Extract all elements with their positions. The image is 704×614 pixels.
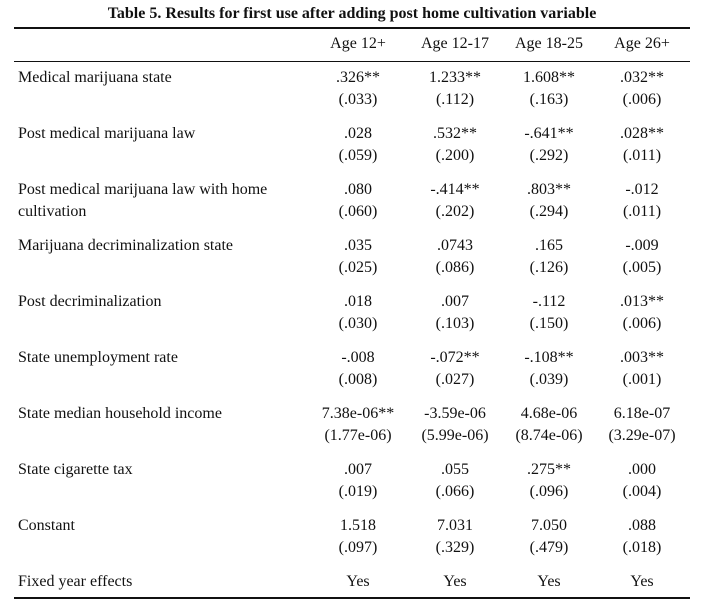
standard-error-cell: (.008): [338, 371, 378, 388]
standard-error-cell: (.066): [435, 483, 475, 500]
standard-error-cell: (.005): [622, 259, 662, 276]
standard-error-cell: (.060): [338, 203, 378, 220]
standard-error-cell: (.030): [338, 315, 378, 332]
row-label: State cigarette tax: [18, 461, 133, 478]
standard-error-cell: (.329): [435, 539, 475, 556]
standard-error-cell: (.006): [622, 315, 662, 332]
coefficient-cell: .532**: [433, 125, 477, 142]
coefficient-cell: Yes: [346, 573, 370, 590]
coefficient-cell: -.414**: [430, 181, 480, 198]
standard-error-cell: (3.29e-07): [608, 427, 676, 444]
standard-error-cell: (.200): [435, 147, 475, 164]
standard-error-cell: (.039): [529, 371, 569, 388]
row-label: Post medical marijuana law with home: [18, 181, 268, 198]
bottom-rule: [14, 597, 690, 599]
coefficient-cell: .326**: [336, 69, 380, 86]
standard-error-cell: (1.77e-06): [324, 427, 392, 444]
standard-error-cell: (.059): [338, 147, 378, 164]
column-header: Age 18-25: [515, 35, 583, 52]
standard-error-cell: (.112): [435, 91, 475, 108]
coefficient-cell: .0743: [437, 237, 473, 254]
column-header: Age 26+: [614, 35, 670, 52]
row-label: Medical marijuana state: [18, 69, 172, 86]
coefficient-cell: .803**: [527, 181, 571, 198]
coefficient-cell: .013**: [620, 293, 664, 310]
coefficient-cell: 7.050: [531, 517, 567, 534]
row-label: cultivation: [18, 203, 87, 220]
standard-error-cell: (.001): [622, 371, 662, 388]
standard-error-cell: (.096): [529, 483, 569, 500]
coefficient-cell: 1.233**: [429, 69, 481, 86]
coefficient-cell: Yes: [537, 573, 561, 590]
standard-error-cell: (.294): [529, 203, 569, 220]
standard-error-cell: (.126): [529, 259, 569, 276]
coefficient-cell: -.008: [341, 349, 375, 366]
standard-error-cell: (.004): [622, 483, 662, 500]
row-label: State median household income: [18, 405, 222, 422]
standard-error-cell: (5.99e-06): [421, 427, 489, 444]
standard-error-cell: (.025): [338, 259, 378, 276]
standard-error-cell: (.086): [435, 259, 475, 276]
coefficient-cell: .080: [344, 181, 372, 198]
coefficient-cell: .165: [535, 237, 563, 254]
row-label: Constant: [18, 517, 75, 534]
coefficient-cell: .028: [344, 125, 372, 142]
coefficient-cell: 7.031: [437, 517, 473, 534]
coefficient-cell: .003**: [620, 349, 664, 366]
row-label: State unemployment rate: [18, 349, 178, 366]
coefficient-cell: .007: [344, 461, 372, 478]
coefficient-cell: -3.59e-06: [424, 405, 486, 422]
row-label: Post decriminalization: [18, 293, 162, 310]
table-caption: Table 5. Results for first use after add…: [107, 5, 597, 22]
coefficient-cell: .028**: [620, 125, 664, 142]
row-label: Marijuana decriminalization state: [18, 237, 234, 254]
coefficient-cell: .035: [344, 237, 372, 254]
coefficient-cell: 4.68e-06: [520, 405, 578, 422]
coefficient-cell: 6.18e-07: [613, 405, 671, 422]
coefficient-cell: 7.38e-06**: [321, 405, 395, 422]
standard-error-cell: (.292): [529, 147, 569, 164]
coefficient-cell: .018: [344, 293, 372, 310]
column-header: Age 12-17: [421, 35, 489, 52]
standard-error-cell: (.018): [622, 539, 662, 556]
standard-error-cell: (8.74e-06): [515, 427, 583, 444]
standard-error-cell: (.097): [338, 539, 378, 556]
coefficient-cell: .000: [628, 461, 656, 478]
standard-error-cell: (.202): [435, 203, 475, 220]
coefficient-cell: .032**: [620, 69, 664, 86]
standard-error-cell: (.011): [622, 147, 662, 164]
coefficient-cell: Yes: [630, 573, 654, 590]
standard-error-cell: (.011): [622, 203, 662, 220]
coefficient-cell: 1.608**: [523, 69, 575, 86]
standard-error-cell: (.019): [338, 483, 378, 500]
coefficient-cell: -.112: [532, 293, 566, 310]
column-header: Age 12+: [330, 35, 386, 52]
row-label: Fixed year effects: [18, 573, 133, 590]
standard-error-cell: (.163): [529, 91, 569, 108]
coefficient-cell: 1.518: [340, 517, 376, 534]
coefficient-cell: .055: [441, 461, 469, 478]
coefficient-cell: -.072**: [430, 349, 480, 366]
coefficient-cell: -.108**: [524, 349, 574, 366]
standard-error-cell: (.033): [338, 91, 378, 108]
standard-error-cell: (.150): [529, 315, 569, 332]
top-rule: [14, 27, 690, 29]
coefficient-cell: .275**: [527, 461, 571, 478]
header-rule: [14, 61, 690, 62]
coefficient-cell: .007: [441, 293, 469, 310]
coefficient-cell: Yes: [443, 573, 467, 590]
coefficient-cell: -.009: [625, 237, 659, 254]
coefficient-cell: -.012: [625, 181, 659, 198]
standard-error-cell: (.006): [622, 91, 662, 108]
row-label: Post medical marijuana law: [18, 125, 196, 142]
standard-error-cell: (.027): [435, 371, 475, 388]
standard-error-cell: (.479): [529, 539, 569, 556]
coefficient-cell: .088: [628, 517, 656, 534]
coefficient-cell: -.641**: [524, 125, 574, 142]
standard-error-cell: (.103): [435, 315, 475, 332]
